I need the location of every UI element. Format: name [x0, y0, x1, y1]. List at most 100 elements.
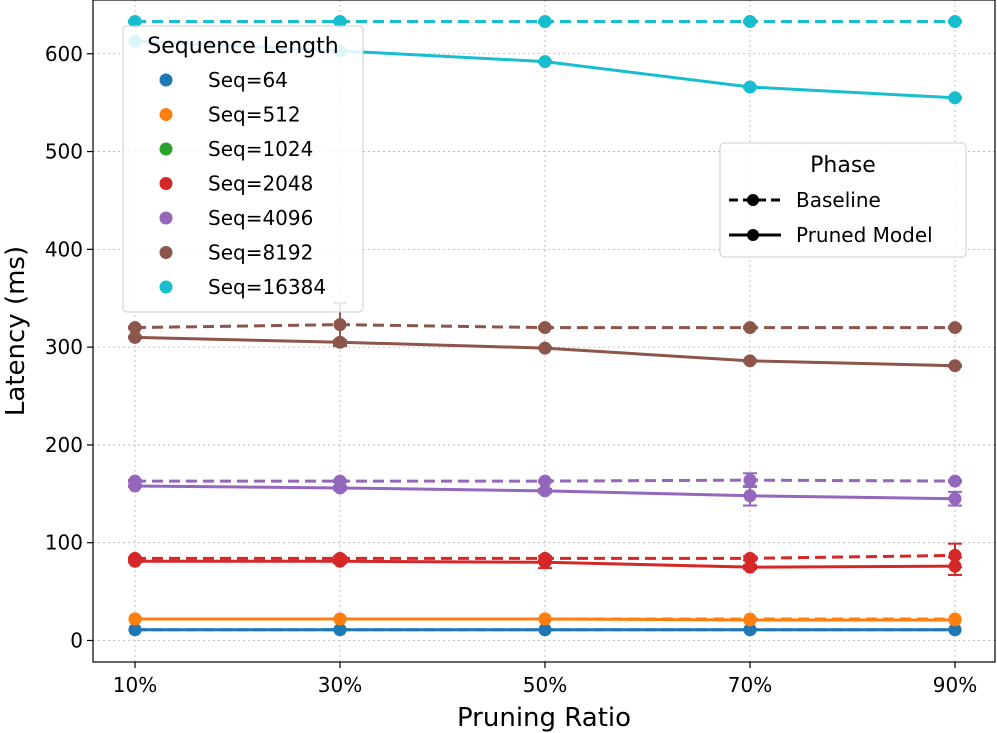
- point-seq-8192-pruned: [128, 330, 142, 344]
- x-axis-title: Pruning Ratio: [457, 703, 631, 733]
- legend-phase-item: Pruned Model: [729, 223, 933, 247]
- y-tick-label: 200: [45, 433, 83, 457]
- point-seq-16384-pruned: [538, 55, 552, 69]
- series-seq-16384-baseline: [128, 15, 962, 29]
- point-seq-8192-baseline: [128, 321, 142, 335]
- series-seq-64-pruned: [128, 623, 962, 637]
- legend-sequence-length: Sequence Length Seq=64 Seq=512 Seq=1024 Seq…: [122, 25, 364, 313]
- point-seq-64-pruned: [948, 623, 962, 637]
- legend-label: Baseline: [796, 188, 881, 212]
- legend-phase: Phase Baseline Pruned Model: [719, 142, 967, 258]
- point-seq-512-pruned: [538, 612, 552, 626]
- point-seq-64-pruned: [128, 623, 142, 637]
- point-seq-8192-pruned: [743, 354, 757, 368]
- legend-label: Seq=4096: [208, 206, 313, 230]
- y-tick-label: 100: [45, 531, 83, 555]
- point-seq-4096-pruned: [743, 489, 757, 503]
- y-tick-label: 300: [45, 335, 83, 359]
- point-seq-4096-baseline: [948, 474, 962, 488]
- legend-item: Seq=64: [159, 68, 288, 92]
- point-seq-64-pruned: [743, 623, 757, 637]
- point-seq-2048-pruned: [128, 554, 142, 568]
- series-seq-8192-pruned: [128, 330, 962, 373]
- point-seq-16384-baseline: [128, 15, 142, 29]
- legend-label: Seq=8192: [208, 241, 313, 265]
- point-seq-8192-baseline: [948, 321, 962, 335]
- point-seq-4096-pruned: [948, 492, 962, 506]
- x-tick-label: 70%: [728, 673, 772, 697]
- point-seq-16384-baseline: [948, 15, 962, 29]
- legend-sequence-length-title: Sequence Length: [147, 34, 338, 59]
- series-lines: [128, 15, 962, 637]
- legend-label: Seq=16384: [208, 275, 326, 299]
- legend-item: Seq=1024: [159, 137, 313, 161]
- legend-marker: [159, 280, 173, 294]
- point-seq-16384-pruned: [743, 80, 757, 94]
- plot-frame: [92, 0, 996, 663]
- legend-marker: [159, 73, 173, 87]
- point-seq-512-pruned: [333, 612, 347, 626]
- legend-phase-title: Phase: [810, 153, 876, 178]
- legend-marker: [159, 108, 173, 121]
- point-seq-512-pruned: [948, 613, 962, 627]
- point-seq-4096-pruned: [333, 481, 347, 495]
- point-seq-2048-pruned: [333, 554, 347, 568]
- series-seq-2048-pruned: [128, 554, 962, 576]
- legend-item: Seq=8192: [159, 241, 313, 265]
- y-tick-label: 600: [45, 42, 83, 66]
- legend-label: Seq=64: [208, 68, 288, 92]
- point-seq-8192-pruned: [538, 341, 552, 355]
- legend-marker: [159, 177, 173, 190]
- legend-item: Seq=16384: [159, 275, 326, 299]
- point-seq-8192-baseline: [538, 321, 552, 335]
- point-seq-16384-baseline: [743, 15, 757, 29]
- series-seq-4096-pruned: [128, 479, 962, 507]
- point-seq-512-pruned: [128, 612, 142, 626]
- point-seq-16384-pruned: [948, 91, 962, 105]
- legend-label: Seq=2048: [208, 172, 313, 196]
- legend-label: Seq=1024: [208, 137, 313, 161]
- legend-phase-box: [719, 142, 967, 258]
- point-seq-2048-baseline: [948, 548, 962, 562]
- point-seq-8192-baseline: [333, 318, 347, 332]
- y-axis-ticks: 0 100 200 300 400 500 600: [45, 42, 93, 652]
- point-seq-2048-pruned: [743, 560, 757, 574]
- point-seq-8192-pruned: [333, 335, 347, 349]
- point-seq-4096-pruned: [128, 479, 142, 493]
- x-tick-label: 90%: [933, 673, 977, 697]
- point-seq-8192-pruned: [948, 359, 962, 373]
- legend-item: Seq=512: [159, 103, 301, 127]
- point-seq-2048-pruned: [948, 559, 962, 573]
- legend-marker: [747, 229, 759, 241]
- point-seq-64-pruned: [333, 623, 347, 637]
- legend-item: Seq=2048: [159, 172, 313, 196]
- legend-marker: [159, 246, 173, 259]
- legend-item: Seq=4096: [159, 206, 313, 230]
- legend-marker: [159, 211, 173, 225]
- legend-sequence-length-box: [122, 25, 364, 313]
- legend-marker: [159, 142, 173, 156]
- y-tick-label: 500: [45, 140, 83, 164]
- y-tick-label: 0: [70, 628, 83, 652]
- point-seq-8192-baseline: [743, 321, 757, 335]
- legend-marker: [747, 194, 759, 206]
- legend-phase-item: Baseline: [729, 188, 881, 212]
- x-tick-label: 10%: [113, 673, 157, 697]
- point-seq-4096-baseline: [538, 474, 552, 488]
- legend-label: Seq=512: [208, 103, 301, 127]
- y-tick-label: 400: [45, 237, 83, 261]
- x-axis-ticks: 10% 30% 50% 70% 90%: [113, 662, 977, 697]
- point-seq-4096-pruned: [538, 484, 552, 498]
- point-seq-16384-baseline: [333, 15, 347, 29]
- point-seq-4096-baseline: [743, 473, 757, 487]
- point-seq-16384-baseline: [538, 15, 552, 29]
- point-seq-2048-pruned: [538, 555, 552, 569]
- point-seq-64-pruned: [538, 623, 552, 637]
- point-seq-512-pruned: [743, 613, 757, 627]
- series-seq-512-pruned: [128, 612, 962, 627]
- legend-label: Pruned Model: [796, 223, 933, 247]
- x-tick-label: 50%: [523, 673, 567, 697]
- y-axis-title: Latency (ms): [1, 246, 31, 416]
- x-tick-label: 30%: [318, 673, 362, 697]
